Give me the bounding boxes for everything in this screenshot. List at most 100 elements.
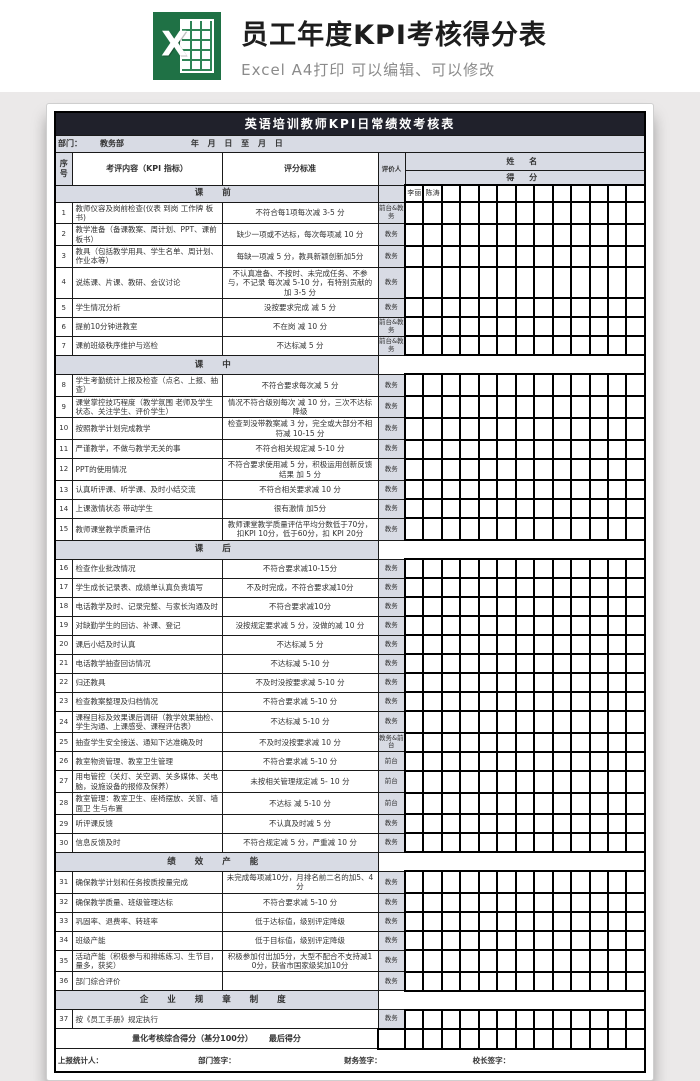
score-cell[interactable]: [496, 244, 517, 269]
score-cell[interactable]: [496, 373, 517, 398]
score-cell[interactable]: [403, 395, 425, 419]
score-cell[interactable]: [606, 615, 628, 637]
score-cell[interactable]: [625, 970, 646, 992]
score-cell[interactable]: [606, 892, 628, 914]
score-cell[interactable]: [570, 813, 591, 835]
score-cell[interactable]: [440, 615, 462, 637]
score-cell[interactable]: [422, 1008, 443, 1030]
score-cell[interactable]: [551, 316, 573, 338]
score-cell[interactable]: [625, 201, 646, 225]
score-cell[interactable]: [551, 201, 573, 225]
evaluator-name-cell[interactable]: [625, 184, 646, 203]
score-cell[interactable]: [551, 335, 573, 357]
score-cell[interactable]: [588, 395, 610, 419]
score-cell[interactable]: [496, 438, 517, 460]
score-cell[interactable]: [570, 395, 591, 419]
score-cell[interactable]: [606, 577, 628, 599]
score-cell[interactable]: [440, 710, 462, 734]
score-cell[interactable]: [403, 201, 425, 225]
score-cell[interactable]: [514, 335, 536, 357]
score-cell[interactable]: [588, 672, 610, 694]
score-cell[interactable]: [496, 870, 517, 895]
score-cell[interactable]: [403, 930, 425, 952]
score-cell[interactable]: [551, 498, 573, 520]
score-cell[interactable]: [551, 517, 573, 542]
score-cell[interactable]: [477, 832, 499, 854]
score-cell[interactable]: [588, 615, 610, 637]
score-cell[interactable]: [422, 813, 443, 835]
score-cell[interactable]: [477, 596, 499, 618]
score-cell[interactable]: [440, 930, 462, 952]
score-cell[interactable]: [551, 813, 573, 835]
score-cell[interactable]: [440, 1008, 462, 1030]
score-cell[interactable]: [570, 266, 591, 300]
score-cell[interactable]: [440, 457, 462, 482]
score-cell[interactable]: [422, 438, 443, 460]
score-cell[interactable]: [477, 911, 499, 933]
score-cell[interactable]: [570, 244, 591, 269]
score-cell[interactable]: [422, 517, 443, 542]
score-cell[interactable]: [533, 750, 554, 772]
score-cell[interactable]: [403, 457, 425, 482]
score-cell[interactable]: [514, 949, 536, 973]
score-cell[interactable]: [533, 416, 554, 441]
score-cell[interactable]: [551, 653, 573, 675]
score-cell[interactable]: [440, 596, 462, 618]
score-cell[interactable]: [533, 373, 554, 398]
score-cell[interactable]: [551, 892, 573, 914]
score-cell[interactable]: [588, 517, 610, 542]
score-cell[interactable]: [625, 731, 646, 753]
score-cell[interactable]: [459, 615, 480, 637]
score-cell[interactable]: [625, 596, 646, 618]
score-cell[interactable]: [514, 615, 536, 637]
score-cell[interactable]: [459, 813, 480, 835]
score-cell[interactable]: [440, 672, 462, 694]
score-cell[interactable]: [551, 479, 573, 501]
score-cell[interactable]: [606, 870, 628, 895]
score-cell[interactable]: [459, 316, 480, 338]
total-score-cell[interactable]: [422, 1027, 443, 1050]
score-cell[interactable]: [533, 791, 554, 816]
score-cell[interactable]: [588, 457, 610, 482]
score-cell[interactable]: [551, 596, 573, 618]
score-cell[interactable]: [477, 949, 499, 973]
score-cell[interactable]: [514, 731, 536, 753]
score-cell[interactable]: [496, 710, 517, 734]
score-cell[interactable]: [422, 244, 443, 269]
score-cell[interactable]: [625, 832, 646, 854]
score-cell[interactable]: [440, 395, 462, 419]
score-cell[interactable]: [403, 710, 425, 734]
score-cell[interactable]: [588, 335, 610, 357]
score-cell[interactable]: [533, 930, 554, 952]
score-cell[interactable]: [625, 266, 646, 300]
score-cell[interactable]: [496, 266, 517, 300]
score-cell[interactable]: [440, 577, 462, 599]
score-cell[interactable]: [403, 634, 425, 656]
score-cell[interactable]: [625, 791, 646, 816]
score-cell[interactable]: [533, 691, 554, 713]
score-cell[interactable]: [496, 911, 517, 933]
score-cell[interactable]: [588, 201, 610, 225]
score-cell[interactable]: [570, 316, 591, 338]
score-cell[interactable]: [533, 558, 554, 580]
score-cell[interactable]: [606, 517, 628, 542]
score-cell[interactable]: [570, 335, 591, 357]
score-cell[interactable]: [422, 297, 443, 319]
score-cell[interactable]: [514, 653, 536, 675]
score-cell[interactable]: [422, 634, 443, 656]
score-cell[interactable]: [496, 498, 517, 520]
score-cell[interactable]: [459, 750, 480, 772]
score-cell[interactable]: [514, 479, 536, 501]
score-cell[interactable]: [459, 691, 480, 713]
score-cell[interactable]: [606, 769, 628, 794]
score-cell[interactable]: [606, 479, 628, 501]
score-cell[interactable]: [459, 297, 480, 319]
score-cell[interactable]: [403, 769, 425, 794]
score-cell[interactable]: [440, 558, 462, 580]
score-cell[interactable]: [551, 1008, 573, 1030]
total-score-cell[interactable]: [588, 1027, 610, 1050]
score-cell[interactable]: [422, 949, 443, 973]
score-cell[interactable]: [533, 517, 554, 542]
score-cell[interactable]: [403, 970, 425, 992]
score-cell[interactable]: [625, 244, 646, 269]
